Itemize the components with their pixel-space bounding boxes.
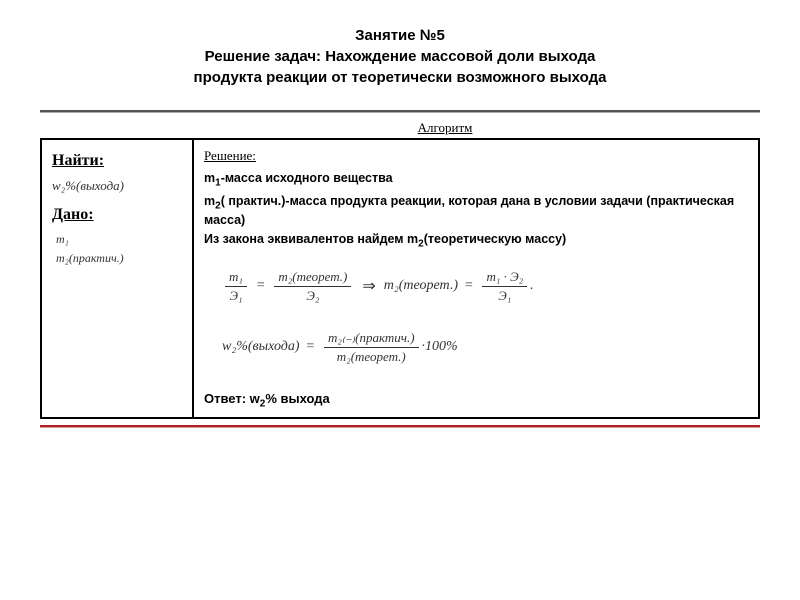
find-label: Найти: [52,152,182,170]
equation-1: m₁ Э₁ = m₂(теорет.) Э₂ ⇒ m₂(теорет.) = m… [222,269,748,304]
equation-2: w₂%(выхода) = m₂₍₋₎(практич.) m₂(теорет.… [222,330,748,365]
fraction-3: m₁ · Э₂ Э₁ [482,269,527,304]
title-line-1: Занятие №5 [355,27,445,44]
solution-table: Найти: w₂%(выхода) Дано: m₁ m₂(практич.)… [40,138,760,419]
fraction-2: m₂(теорет.) Э₂ [274,269,351,304]
title-line-2: Решение задач: Нахождение массовой доли … [205,48,596,65]
right-column: Решение: m1-масса исходного вещества m2(… [193,139,759,418]
definition-1: m1-масса исходного вещества [204,170,748,190]
answer-line: Ответ: w2% выхода [204,391,748,410]
find-formula: w₂%(выхода) [52,178,182,194]
given-label: Дано: [52,206,182,224]
page-title: Занятие №5 Решение задач: Нахождение мас… [40,25,760,88]
equation-block: m₁ Э₁ = m₂(теорет.) Э₂ ⇒ m₂(теорет.) = m… [222,269,748,365]
fraction-4: m₂₍₋₎(практич.) m₂(теорет.) [324,330,419,365]
title-line-3: продукта реакции от теоретически возможн… [194,69,607,86]
definition-2: m2( практич.)-масса продукта реакции, ко… [204,193,748,229]
divider-bottom [40,425,760,427]
left-column: Найти: w₂%(выхода) Дано: m₁ m₂(практич.) [41,139,193,418]
divider-top [40,110,760,112]
algorithm-label: Алгоритм [130,120,760,136]
definition-3: Из закона эквивалентов найдем m2(теорети… [204,231,748,251]
given-item-2: m₂(практич.) [56,251,182,266]
fraction-1: m₁ Э₁ [225,269,247,304]
arrow-icon: ⇒ [362,276,375,296]
given-item-1: m₁ [56,232,182,247]
solution-label: Решение: [204,148,748,164]
